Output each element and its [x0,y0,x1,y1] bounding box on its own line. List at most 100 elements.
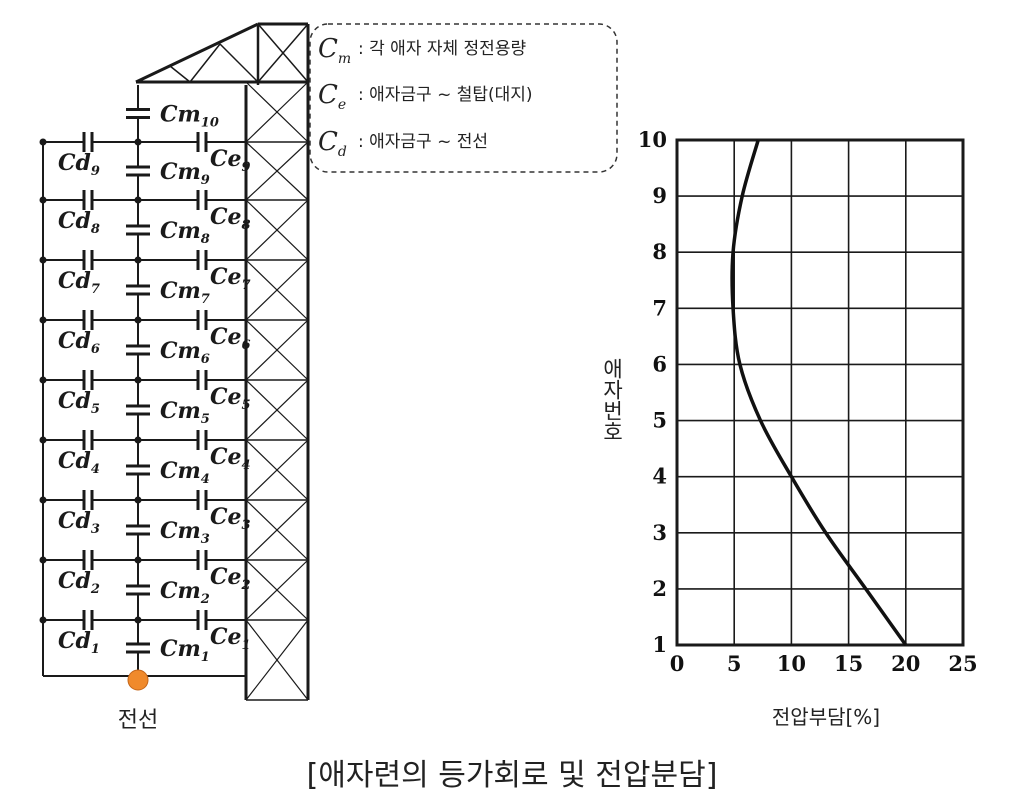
ce-label: Ce3 [210,504,251,533]
legend-item: Ce: 애자금구 ~ 철탑(대지) [318,80,533,113]
ce-label: Ce7 [210,264,251,293]
cd-label: Cd2 [58,568,100,597]
x-axis-label: 전압부담[%] [772,705,880,729]
cm-label: Cm10 [160,102,219,131]
ce-capacitor [196,490,208,510]
node-dot [134,196,142,204]
cm-capacitor [126,165,150,177]
cd-capacitor [82,430,94,450]
node-dot [39,436,47,444]
cap-gap [84,490,92,510]
legend-description: : 각 애자 자체 정전용량 [358,39,526,59]
cd-label: Cd3 [58,508,100,537]
y-tick-label: 5 [652,408,667,433]
cm-capacitor [126,284,150,296]
y-tick-label: 4 [652,464,667,489]
node-dot [39,376,47,384]
cm-label: Cm1 [160,636,210,665]
ce-label: Ce9 [210,146,251,175]
cap-gap [126,405,150,415]
cap-gap [126,345,150,355]
node-dot [39,256,47,264]
node-dot [134,616,142,624]
cd-capacitor [82,310,94,330]
cd-label: Cd6 [58,328,100,357]
cap-gap [84,550,92,570]
cap-gap [84,310,92,330]
ce-label: Ce4 [210,444,251,473]
ce-label: Ce5 [210,384,251,413]
cap-gap [84,250,92,270]
legend-item: Cm: 각 애자 자체 정전용량 [318,34,526,67]
cap-gap [126,285,150,295]
cap-gap [198,610,206,630]
crossarm-truss [189,43,221,83]
cd-label: Cd7 [58,268,100,297]
tower-diagonal-member [245,259,309,321]
node-dot [134,316,142,324]
cm-capacitor [126,524,150,536]
cap-gap [198,550,206,570]
cm-label: Cm4 [160,458,210,487]
node-dot [39,138,47,146]
cap-gap [198,132,206,152]
cap-gap [198,370,206,390]
cap-gap [126,465,150,475]
cm-label: Cm5 [160,398,210,427]
node-dot [39,316,47,324]
y-tick-label: 9 [652,183,667,208]
cap-gap [198,430,206,450]
tower-diagonal-member [245,499,309,561]
cd-capacitor [82,190,94,210]
ce-label: Ce8 [210,204,251,233]
series-line [730,139,908,647]
node-dot [39,616,47,624]
y-tick-label: 1 [652,632,667,657]
ce-label: Ce1 [210,624,251,653]
x-tick-label: 5 [727,651,742,676]
cm-label: Cm3 [160,518,210,547]
cap-gap [126,108,150,119]
tower-diagonal-member [245,379,309,441]
tower-diagonal-member [245,319,309,381]
voltage-distribution-chart: 0 5 10 15 20 25 1 2 3 4 5 6 7 8 9 10 전압부담[%] 애자번호 [600,127,978,729]
crossarm-truss [169,65,191,83]
cm-label: Cm9 [160,159,210,188]
cap-gap [84,430,92,450]
y-tick-label: 6 [652,351,667,376]
cd-label: Cd5 [58,388,100,417]
cap-gap [198,310,206,330]
y-tick-label: 2 [652,576,667,601]
ce-capacitor [196,430,208,450]
cm-label: Cm8 [160,218,210,247]
tower-diagonal-member [245,559,309,621]
cm-label: Cm7 [160,278,210,307]
cd-label: Cd4 [58,448,100,477]
ce-capacitor [196,550,208,570]
y-tick-label: 10 [638,127,667,152]
cm-capacitor [126,344,150,356]
tower-diagonal-member [245,439,309,501]
tower-diagonal-member [245,81,309,143]
node-dot [39,556,47,564]
cap-gap [84,370,92,390]
ce-capacitor [196,190,208,210]
x-tick-label: 20 [891,651,920,676]
y-tick-label: 8 [652,239,667,264]
tower-diagonal-member [245,141,309,201]
cap-gap [126,166,150,176]
wire-label: 전선 [118,708,158,733]
ce-capacitor [196,370,208,390]
cm-capacitor [126,108,150,119]
cap-gap [198,250,206,270]
cd-capacitor [82,370,94,390]
cd-label: Cd8 [58,208,100,237]
cd-capacitor [82,132,94,152]
ce-capacitor [196,610,208,630]
cap-gap [126,585,150,595]
cd-capacitor [82,550,94,570]
ce-capacitor [196,250,208,270]
x-tick-label: 25 [948,651,977,676]
ce-capacitor [196,132,208,152]
